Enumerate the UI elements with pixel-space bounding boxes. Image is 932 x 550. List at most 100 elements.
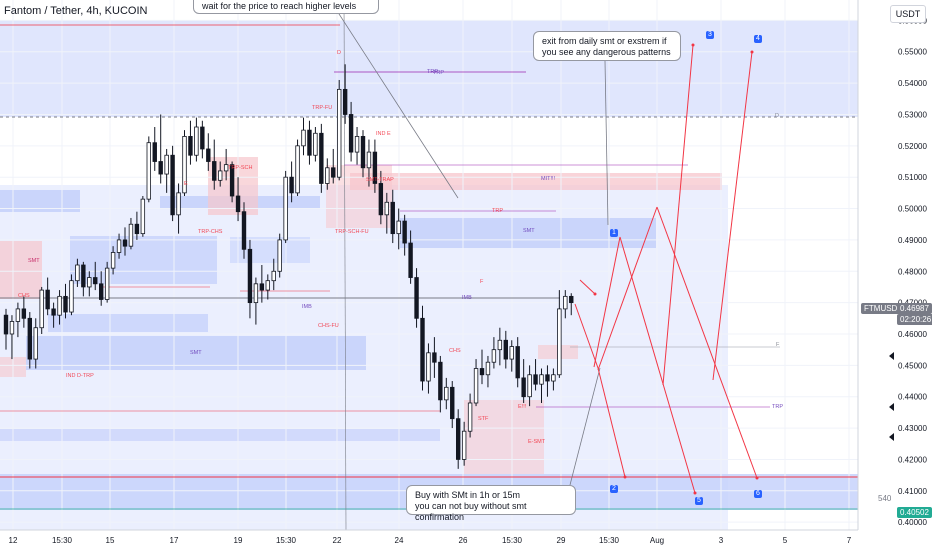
candle-body: [182, 136, 187, 194]
y-tick-label: 0.54000: [898, 79, 927, 88]
candle: [81, 261, 86, 297]
countdown-tag: 02:20:26: [897, 314, 932, 325]
candle: [420, 305, 425, 391]
badge-2: 2: [610, 485, 618, 493]
candle-body: [188, 136, 193, 156]
candle-body: [551, 374, 556, 382]
candle-body: [170, 154, 175, 216]
candle: [307, 120, 312, 165]
candle: [152, 127, 157, 171]
zone-label: TRP: [492, 208, 503, 214]
candle: [57, 290, 62, 325]
candle: [51, 302, 56, 328]
candle: [479, 349, 485, 385]
candle: [515, 337, 520, 388]
candle-body: [176, 192, 181, 216]
y-tick-label: 0.49000: [898, 236, 927, 245]
candle-body: [152, 142, 157, 162]
candle: [313, 127, 318, 162]
candle: [110, 246, 116, 275]
candle: [509, 340, 514, 372]
candle: [87, 271, 92, 297]
candle-body: [81, 264, 86, 288]
arrow-head-icon: [750, 50, 754, 54]
zone-rect: [0, 20, 858, 117]
zone-label: TRP-SCH-FU: [335, 229, 369, 235]
candle: [212, 139, 217, 190]
zone-label: E!!!: [518, 404, 527, 410]
arrow-head-icon: [693, 491, 697, 495]
candle: [563, 290, 568, 319]
note-pointer-top: [329, 0, 459, 199]
zone-rect: [0, 241, 42, 299]
y-tick-label: 0.53000: [898, 110, 927, 119]
y-tick-label: 0.46000: [898, 330, 927, 339]
y-tick-label: 0.44000: [898, 393, 927, 402]
zone-label: CHS: [449, 348, 461, 354]
scroll-arrow-up-icon[interactable]: [889, 352, 894, 360]
candle-body: [479, 368, 485, 376]
zone-label: CHS-FU: [318, 323, 339, 329]
candle: [461, 421, 467, 466]
candle-body: [51, 308, 56, 316]
projection-arrows: [574, 43, 759, 495]
candle-body: [354, 136, 360, 153]
note-top-text: wait for the price to reach higher level…: [202, 1, 357, 11]
x-tick-label: 17: [170, 536, 179, 545]
candle: [259, 265, 265, 303]
x-tick-label: 26: [459, 536, 468, 545]
candle: [331, 148, 336, 184]
candle-body: [485, 361, 491, 376]
candle: [539, 368, 544, 403]
candle-body: [348, 114, 354, 153]
candle: [253, 277, 259, 325]
candle: [122, 227, 128, 256]
currency-button[interactable]: USDT: [890, 5, 926, 23]
candle-body: [99, 283, 104, 300]
x-tick-label: 22: [333, 536, 342, 545]
note-top: wait for the price to reach higher level…: [193, 0, 379, 14]
scroll-arrow-mid-icon[interactable]: [889, 403, 894, 411]
candle: [521, 359, 526, 403]
y-tick-label: 0.41000: [898, 487, 927, 496]
candle-body: [503, 339, 508, 360]
candle-body: [110, 252, 116, 269]
candle-body: [277, 239, 282, 272]
y-tick-label: 0.45000: [898, 361, 927, 370]
candle: [99, 271, 104, 306]
candle-body: [33, 327, 38, 360]
candle-body: [241, 211, 247, 250]
candle: [325, 158, 330, 190]
candle-body: [426, 352, 431, 382]
zone-label: TRP-SCH: [228, 165, 252, 171]
candle-body: [366, 151, 372, 169]
candle-body: [396, 220, 401, 235]
candle-body: [9, 321, 15, 335]
x-tick-label: 29: [557, 536, 566, 545]
candle-body: [104, 267, 110, 300]
candle: [283, 170, 288, 244]
candle: [229, 161, 235, 203]
candle: [9, 315, 15, 360]
candle-body: [158, 161, 163, 175]
x-tick-label: 15:30: [502, 536, 523, 545]
candle: [289, 161, 294, 203]
candle-body: [283, 176, 288, 241]
zone-label: TRP: [427, 69, 438, 75]
zone-label: D: [337, 50, 341, 56]
zone-label-layer: SMT SMT TRP E D F IMB STF CHS E-SMT E!!! IND E IND D…: [18, 50, 783, 445]
candle-body: [432, 352, 437, 363]
scroll-arrow-down-icon[interactable]: [889, 433, 894, 441]
zone-label: CHS: [18, 293, 30, 299]
arrow-head-icon: [755, 476, 759, 480]
target-price-tag: 0.40502: [897, 507, 932, 518]
candle: [372, 139, 378, 193]
zone-label: SMT-TRAP: [366, 177, 394, 183]
zone-label: F: [480, 279, 484, 285]
candle-body: [331, 167, 336, 178]
candle-body: [217, 170, 223, 181]
note-buy-line2: you can not buy without smt confirmation: [415, 501, 527, 522]
candle-body: [289, 176, 294, 194]
